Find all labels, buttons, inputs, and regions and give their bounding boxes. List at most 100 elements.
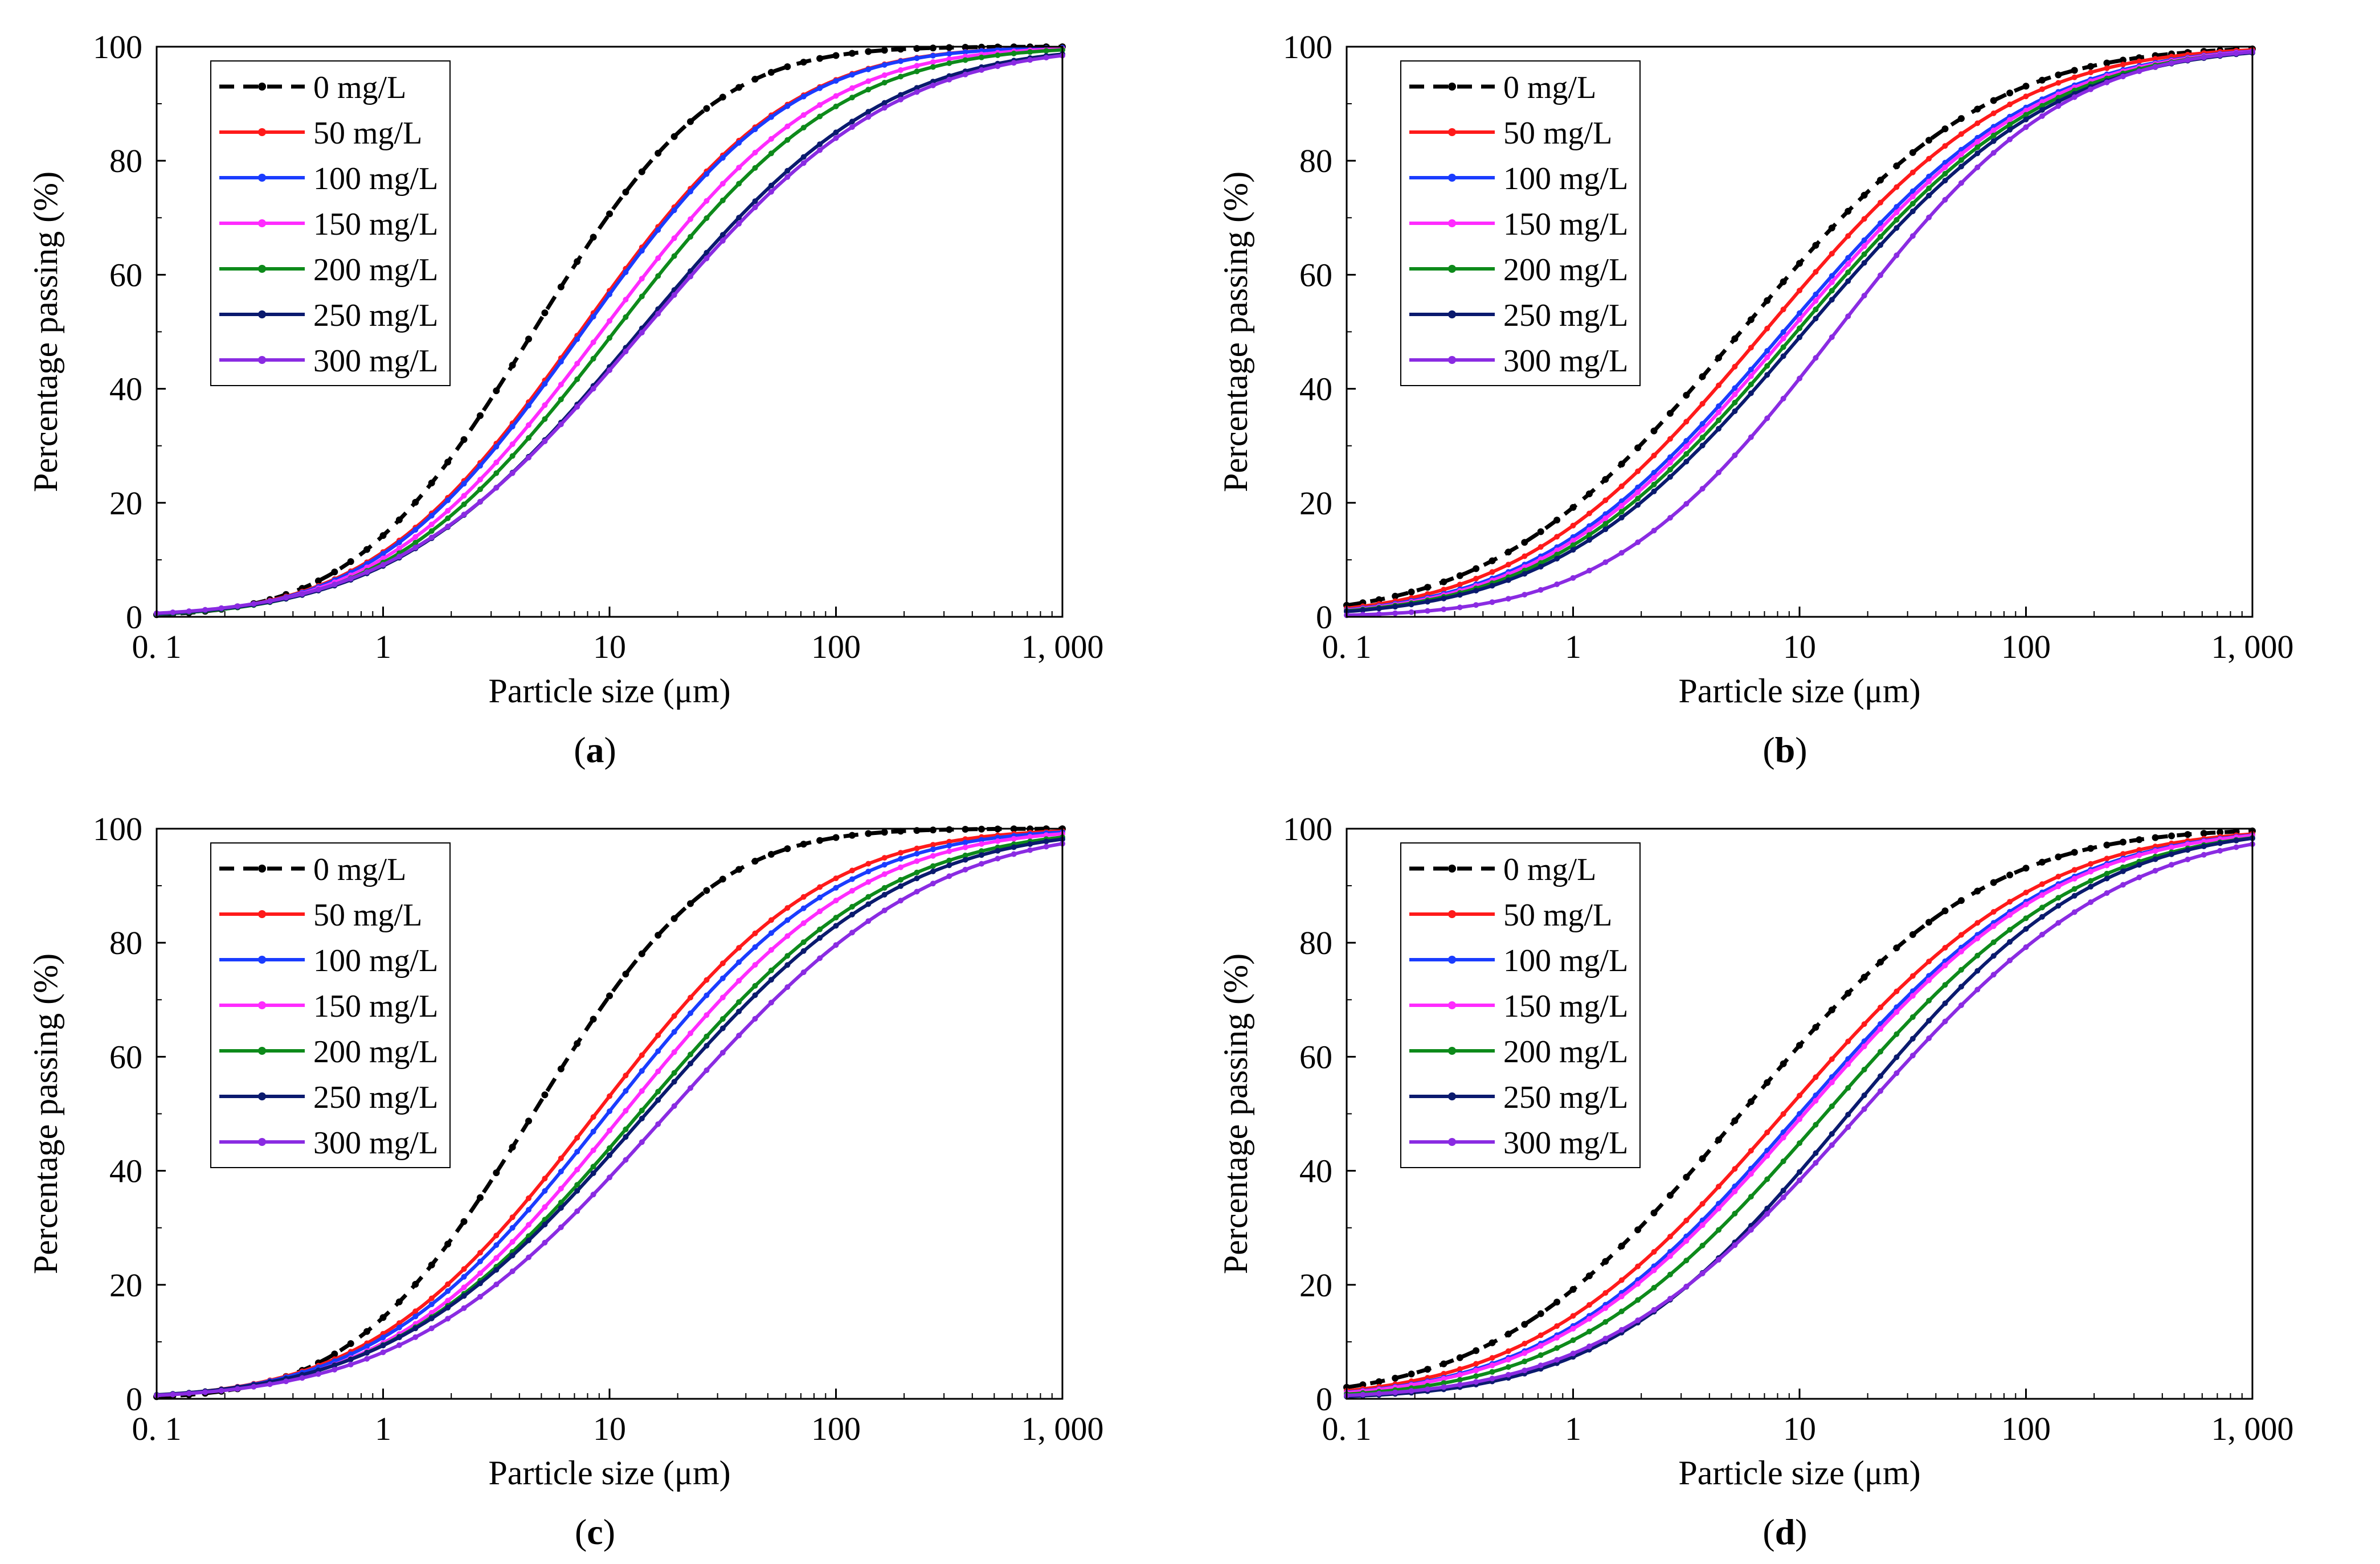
p-c-legend-label-0: 0 mg/L bbox=[313, 852, 406, 887]
p-a-series-6-marker bbox=[267, 598, 273, 604]
p-d-series-3-marker bbox=[1748, 1171, 1754, 1177]
p-c-series-3-marker bbox=[542, 1204, 548, 1210]
p-d-series-6-marker bbox=[1894, 1070, 1900, 1076]
p-a-series-3-marker bbox=[865, 78, 872, 84]
p-d-series-0-marker bbox=[2136, 836, 2143, 844]
p-b-series-0-marker bbox=[2103, 59, 2111, 67]
p-b-series-4-marker bbox=[1764, 363, 1770, 369]
p-b-series-0-marker bbox=[1699, 373, 1706, 380]
p-d-series-4-marker bbox=[1635, 1297, 1641, 1303]
p-c-series-3-marker bbox=[719, 994, 726, 1001]
p-a-series-0-marker bbox=[670, 133, 678, 140]
p-c-series-6-marker bbox=[412, 1334, 419, 1340]
p-d-series-1-marker bbox=[2007, 899, 2013, 905]
p-b-series-3-marker bbox=[1990, 128, 1997, 133]
p-d-series-1-marker bbox=[1586, 1302, 1592, 1308]
p-d-series-1-marker bbox=[1878, 1004, 1883, 1010]
p-a-series-0-marker bbox=[509, 362, 516, 369]
p-c-series-3-marker bbox=[784, 933, 791, 939]
p-b-series-3-marker bbox=[1861, 243, 1867, 249]
p-a-legend-label-2: 100 mg/L bbox=[313, 161, 438, 196]
p-c-series-3-marker bbox=[639, 1088, 645, 1094]
p-d-series-4-marker bbox=[1878, 1049, 1883, 1055]
p-c-series-6-marker bbox=[639, 1139, 645, 1145]
p-a-y-tick-label: 100 bbox=[93, 28, 142, 65]
p-c-series-5-marker bbox=[881, 891, 888, 898]
p-d-series-4-marker bbox=[2120, 864, 2126, 870]
p-c-legend-marker-1 bbox=[258, 910, 266, 918]
p-b-series-3-marker bbox=[1699, 427, 1706, 433]
p-b-series-0-marker bbox=[1521, 539, 1528, 546]
p-c-y-tick-label: 40 bbox=[109, 1153, 142, 1190]
p-b-series-0-marker bbox=[1666, 410, 1674, 417]
p-b-series-5-marker bbox=[2007, 126, 2013, 133]
p-a-series-4-marker bbox=[1027, 49, 1033, 55]
p-a-series-5-marker bbox=[784, 167, 791, 174]
p-b-x-tick-label: 100 bbox=[2001, 628, 2051, 665]
p-c-series-2-marker bbox=[865, 869, 872, 875]
p-d-series-6-marker bbox=[1522, 1368, 1528, 1374]
p-d-series-3-marker bbox=[1554, 1334, 1560, 1341]
p-d-series-3-marker bbox=[2136, 852, 2142, 858]
p-b-series-6-marker bbox=[1829, 334, 1835, 340]
p-d-series-1-marker bbox=[1748, 1148, 1754, 1154]
p-a-legend-marker-4 bbox=[258, 265, 266, 273]
p-b-series-4-marker bbox=[1683, 451, 1690, 457]
p-d-series-4-marker bbox=[1699, 1242, 1706, 1248]
p-a-series-2-marker bbox=[396, 539, 402, 546]
p-c-series-4-marker bbox=[865, 894, 872, 900]
p-d-x-tick-label: 1 bbox=[1565, 1410, 1581, 1447]
p-a-series-3-marker bbox=[688, 216, 693, 222]
p-b-series-0-marker bbox=[1456, 572, 1463, 579]
p-a-series-3-marker bbox=[768, 136, 774, 142]
p-a-series-2-marker bbox=[607, 291, 612, 297]
p-d-series-6-marker bbox=[2201, 851, 2207, 858]
p-a-series-2-marker bbox=[526, 403, 531, 409]
p-b-series-6-marker bbox=[1845, 313, 1851, 320]
p-c-series-1-marker bbox=[590, 1114, 596, 1120]
p-a-series-2-marker bbox=[445, 497, 451, 503]
p-c-series-0-marker bbox=[832, 834, 840, 841]
p-d-series-5-marker bbox=[1813, 1150, 1819, 1156]
p-a-series-0-marker bbox=[460, 436, 468, 443]
p-b-series-5-marker bbox=[1748, 390, 1754, 396]
p-b-series-5-marker bbox=[1894, 225, 1900, 231]
p-d-series-1-marker bbox=[2055, 874, 2062, 879]
p-c-series-0-marker bbox=[395, 1298, 403, 1305]
p-b-series-5-marker bbox=[1878, 242, 1883, 248]
p-c-series-1-marker bbox=[865, 861, 872, 867]
p-b-series-1-marker bbox=[1878, 199, 1883, 206]
p-c-series-3-marker bbox=[1043, 832, 1049, 838]
p-b-series-0-marker bbox=[2022, 83, 2030, 90]
p-a-series-4-marker bbox=[784, 137, 791, 143]
p-b-series-3-marker bbox=[1845, 261, 1851, 267]
p-a-series-4-marker bbox=[590, 355, 596, 362]
p-a-series-6-marker bbox=[962, 71, 968, 77]
p-b-series-1-marker bbox=[1990, 110, 1997, 116]
p-d-y-tick-label: 40 bbox=[1299, 1153, 1332, 1190]
p-c-series-5-marker bbox=[704, 1043, 710, 1049]
p-a-series-2-marker bbox=[493, 444, 500, 450]
p-b-series-2-marker bbox=[1845, 255, 1851, 261]
p-d-series-6-marker bbox=[1618, 1326, 1625, 1333]
p-c-series-3-marker bbox=[946, 848, 952, 854]
p-d-legend-marker-0 bbox=[1448, 865, 1456, 873]
p-a-series-6-marker bbox=[202, 607, 208, 613]
p-c-series-0-marker bbox=[574, 1040, 581, 1047]
p-b-series-1-marker bbox=[1942, 143, 1948, 149]
p-b-series-5-marker bbox=[1392, 604, 1398, 610]
p-a-series-0-marker bbox=[606, 210, 613, 218]
p-b-series-5-marker bbox=[2039, 107, 2045, 113]
p-c-series-2-marker bbox=[445, 1288, 451, 1294]
p-c-series-5-marker bbox=[865, 901, 872, 907]
p-c-series-2-marker bbox=[380, 1334, 386, 1341]
p-c-series-5-marker bbox=[396, 1334, 402, 1341]
p-b-series-0-marker bbox=[1634, 444, 1642, 452]
p-b-series-5-marker bbox=[1425, 599, 1430, 605]
p-c-series-6-marker bbox=[784, 984, 791, 990]
p-c-series-4-marker bbox=[946, 857, 952, 863]
p-d-series-3-marker bbox=[2169, 844, 2174, 850]
p-c-series-6-marker bbox=[607, 1174, 612, 1181]
p-b-series-4-marker bbox=[1586, 532, 1592, 538]
p-a-series-4-marker bbox=[542, 416, 548, 422]
